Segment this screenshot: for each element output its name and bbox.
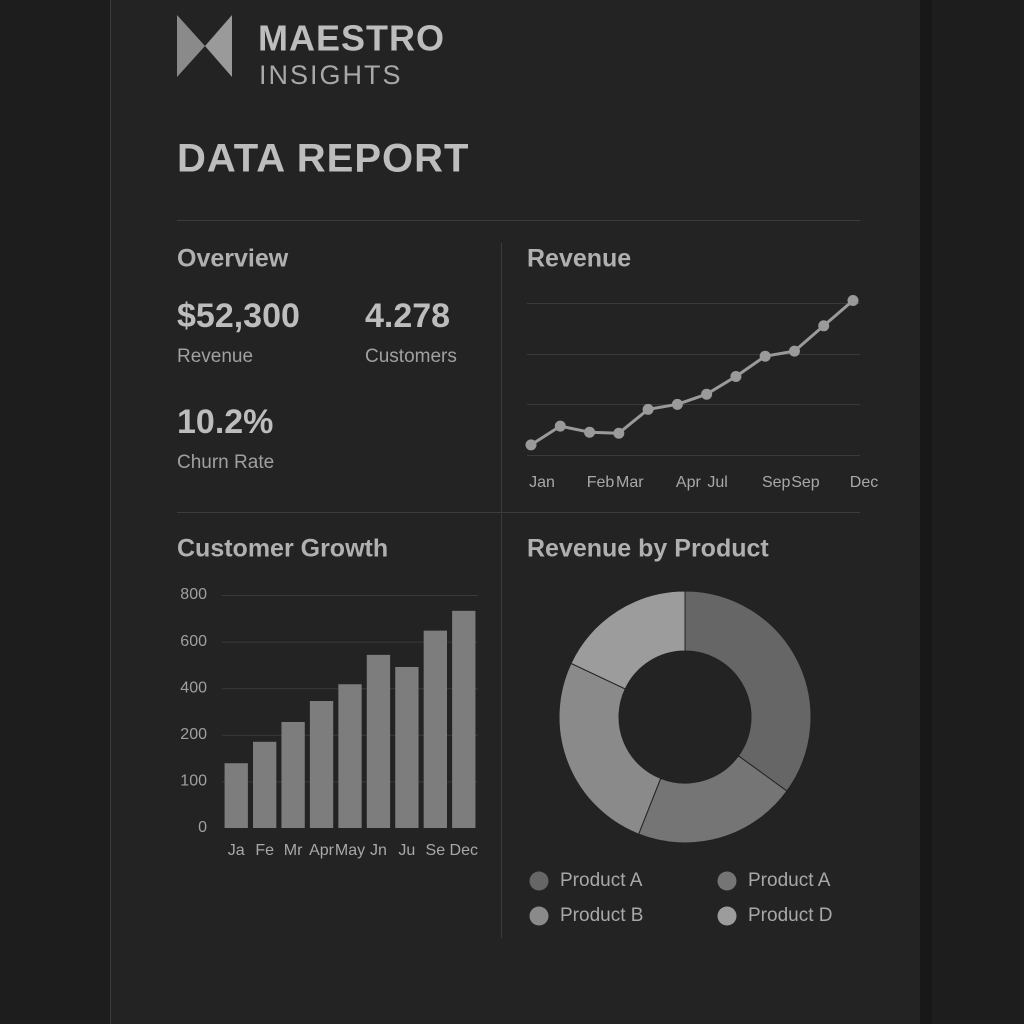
y-tick-label: 100 (180, 773, 207, 790)
y-tick-label: 0 (198, 819, 207, 836)
chart-title: Customer Growth (177, 535, 388, 563)
bar (395, 666, 419, 828)
x-tick-label: Dec (450, 842, 478, 859)
point (671, 398, 683, 410)
metric-label: Revenue (177, 346, 253, 367)
metric-value: 10.2% (177, 403, 273, 441)
metric-value: 4.278 (365, 297, 450, 335)
y-tick-label: 200 (180, 726, 207, 743)
legend-label: Product D (748, 905, 832, 926)
x-tick-label: Jan (529, 474, 555, 491)
pie-slice (684, 590, 812, 792)
point (642, 403, 654, 415)
point (584, 426, 596, 438)
section-title: Overview (177, 245, 289, 273)
point (818, 320, 830, 332)
y-tick-label: 800 (180, 586, 207, 603)
point (701, 388, 713, 400)
bar (366, 654, 391, 828)
x-tick-label: Se (426, 842, 446, 859)
pie-slice (570, 590, 686, 690)
legend-swatch (529, 906, 549, 926)
legend-swatch (717, 906, 737, 926)
x-tick-label: Apr (676, 474, 702, 491)
x-tick-label: Jul (707, 474, 727, 491)
panel-shadow (920, 0, 932, 1024)
x-tick-label: Sep (762, 474, 791, 491)
x-tick-label: Mar (616, 474, 644, 491)
point (525, 439, 537, 451)
point (554, 420, 566, 432)
bar (224, 763, 248, 828)
y-tick-label: 600 (180, 633, 207, 650)
legend-swatch (717, 871, 737, 891)
brand: MAESTRO (258, 18, 445, 59)
logo-left (177, 15, 205, 77)
point (788, 345, 800, 357)
logo-right (205, 15, 232, 77)
bar (338, 684, 362, 828)
x-tick-label: Sep (791, 474, 820, 491)
metric-label: Churn Rate (177, 452, 274, 473)
point (613, 427, 625, 439)
x-tick-label: Mr (284, 842, 303, 859)
chart-title: Revenue by Product (527, 535, 769, 563)
metric-label: Customers (365, 346, 457, 367)
legend-swatch (529, 871, 549, 891)
bar (253, 741, 277, 828)
x-tick-label: May (335, 842, 365, 859)
tagline: INSIGHTS (259, 60, 403, 90)
legend-label: Product A (748, 870, 831, 891)
point (730, 370, 742, 382)
x-tick-label: Dec (850, 474, 878, 491)
bar (423, 630, 447, 828)
x-tick-label: Fe (255, 842, 274, 859)
x-tick-label: Ja (228, 842, 245, 859)
legend-label: Product B (560, 905, 643, 926)
x-tick-label: Apr (309, 842, 335, 859)
pie-slice (637, 755, 788, 844)
metric-value: $52,300 (177, 297, 300, 335)
bar (281, 721, 305, 828)
x-tick-label: Jn (370, 842, 387, 859)
point (759, 350, 771, 362)
report-title: DATA REPORT (177, 137, 469, 181)
y-tick-label: 400 (180, 679, 207, 696)
x-tick-label: Feb (587, 474, 615, 491)
pie-slice (558, 662, 662, 835)
point (847, 294, 859, 306)
chart-title: Revenue (527, 245, 631, 273)
legend-label: Product A (560, 870, 643, 891)
bar (452, 610, 476, 828)
bar (309, 701, 334, 828)
x-tick-label: Ju (398, 842, 415, 859)
